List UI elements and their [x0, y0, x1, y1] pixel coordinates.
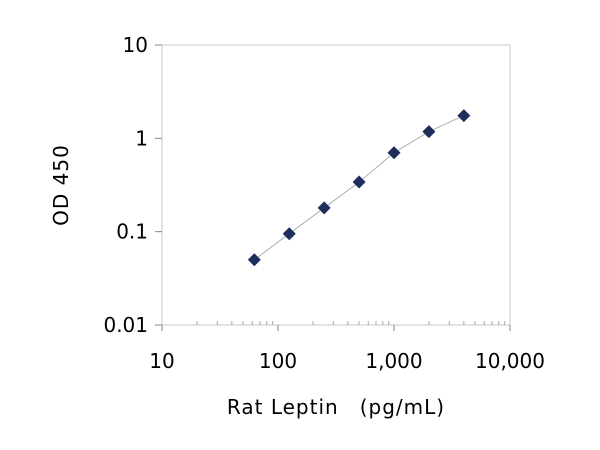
x-tick-label: 100	[259, 349, 297, 373]
plot-area-frame	[161, 44, 511, 326]
data-point-diamond	[317, 201, 331, 215]
y-axis: 10 1 0.1 0.01	[103, 33, 162, 337]
x-minor-ticks	[196, 321, 506, 325]
y-tick-label: 10	[123, 33, 148, 57]
data-point-diamond	[247, 253, 261, 267]
data-points	[247, 109, 471, 267]
y-tick-label: 0.01	[103, 313, 148, 337]
y-tick-label: 0.1	[116, 220, 148, 244]
y-axis-title: OD 450	[49, 144, 73, 226]
data-point-diamond	[282, 227, 296, 241]
data-point-diamond	[457, 109, 471, 123]
x-tick-label: 1,000	[365, 349, 422, 373]
data-point-diamond	[387, 146, 401, 160]
x-axis: 10 100 1,000 10,000	[149, 325, 545, 373]
x-tick-label: 10,000	[475, 349, 545, 373]
x-tick-label: 10	[149, 349, 174, 373]
x-axis-title: Rat Leptin (pg/mL)	[227, 395, 445, 419]
data-point-diamond	[352, 175, 366, 189]
data-point-diamond	[422, 125, 436, 139]
y-tick-label: 1	[135, 126, 148, 150]
